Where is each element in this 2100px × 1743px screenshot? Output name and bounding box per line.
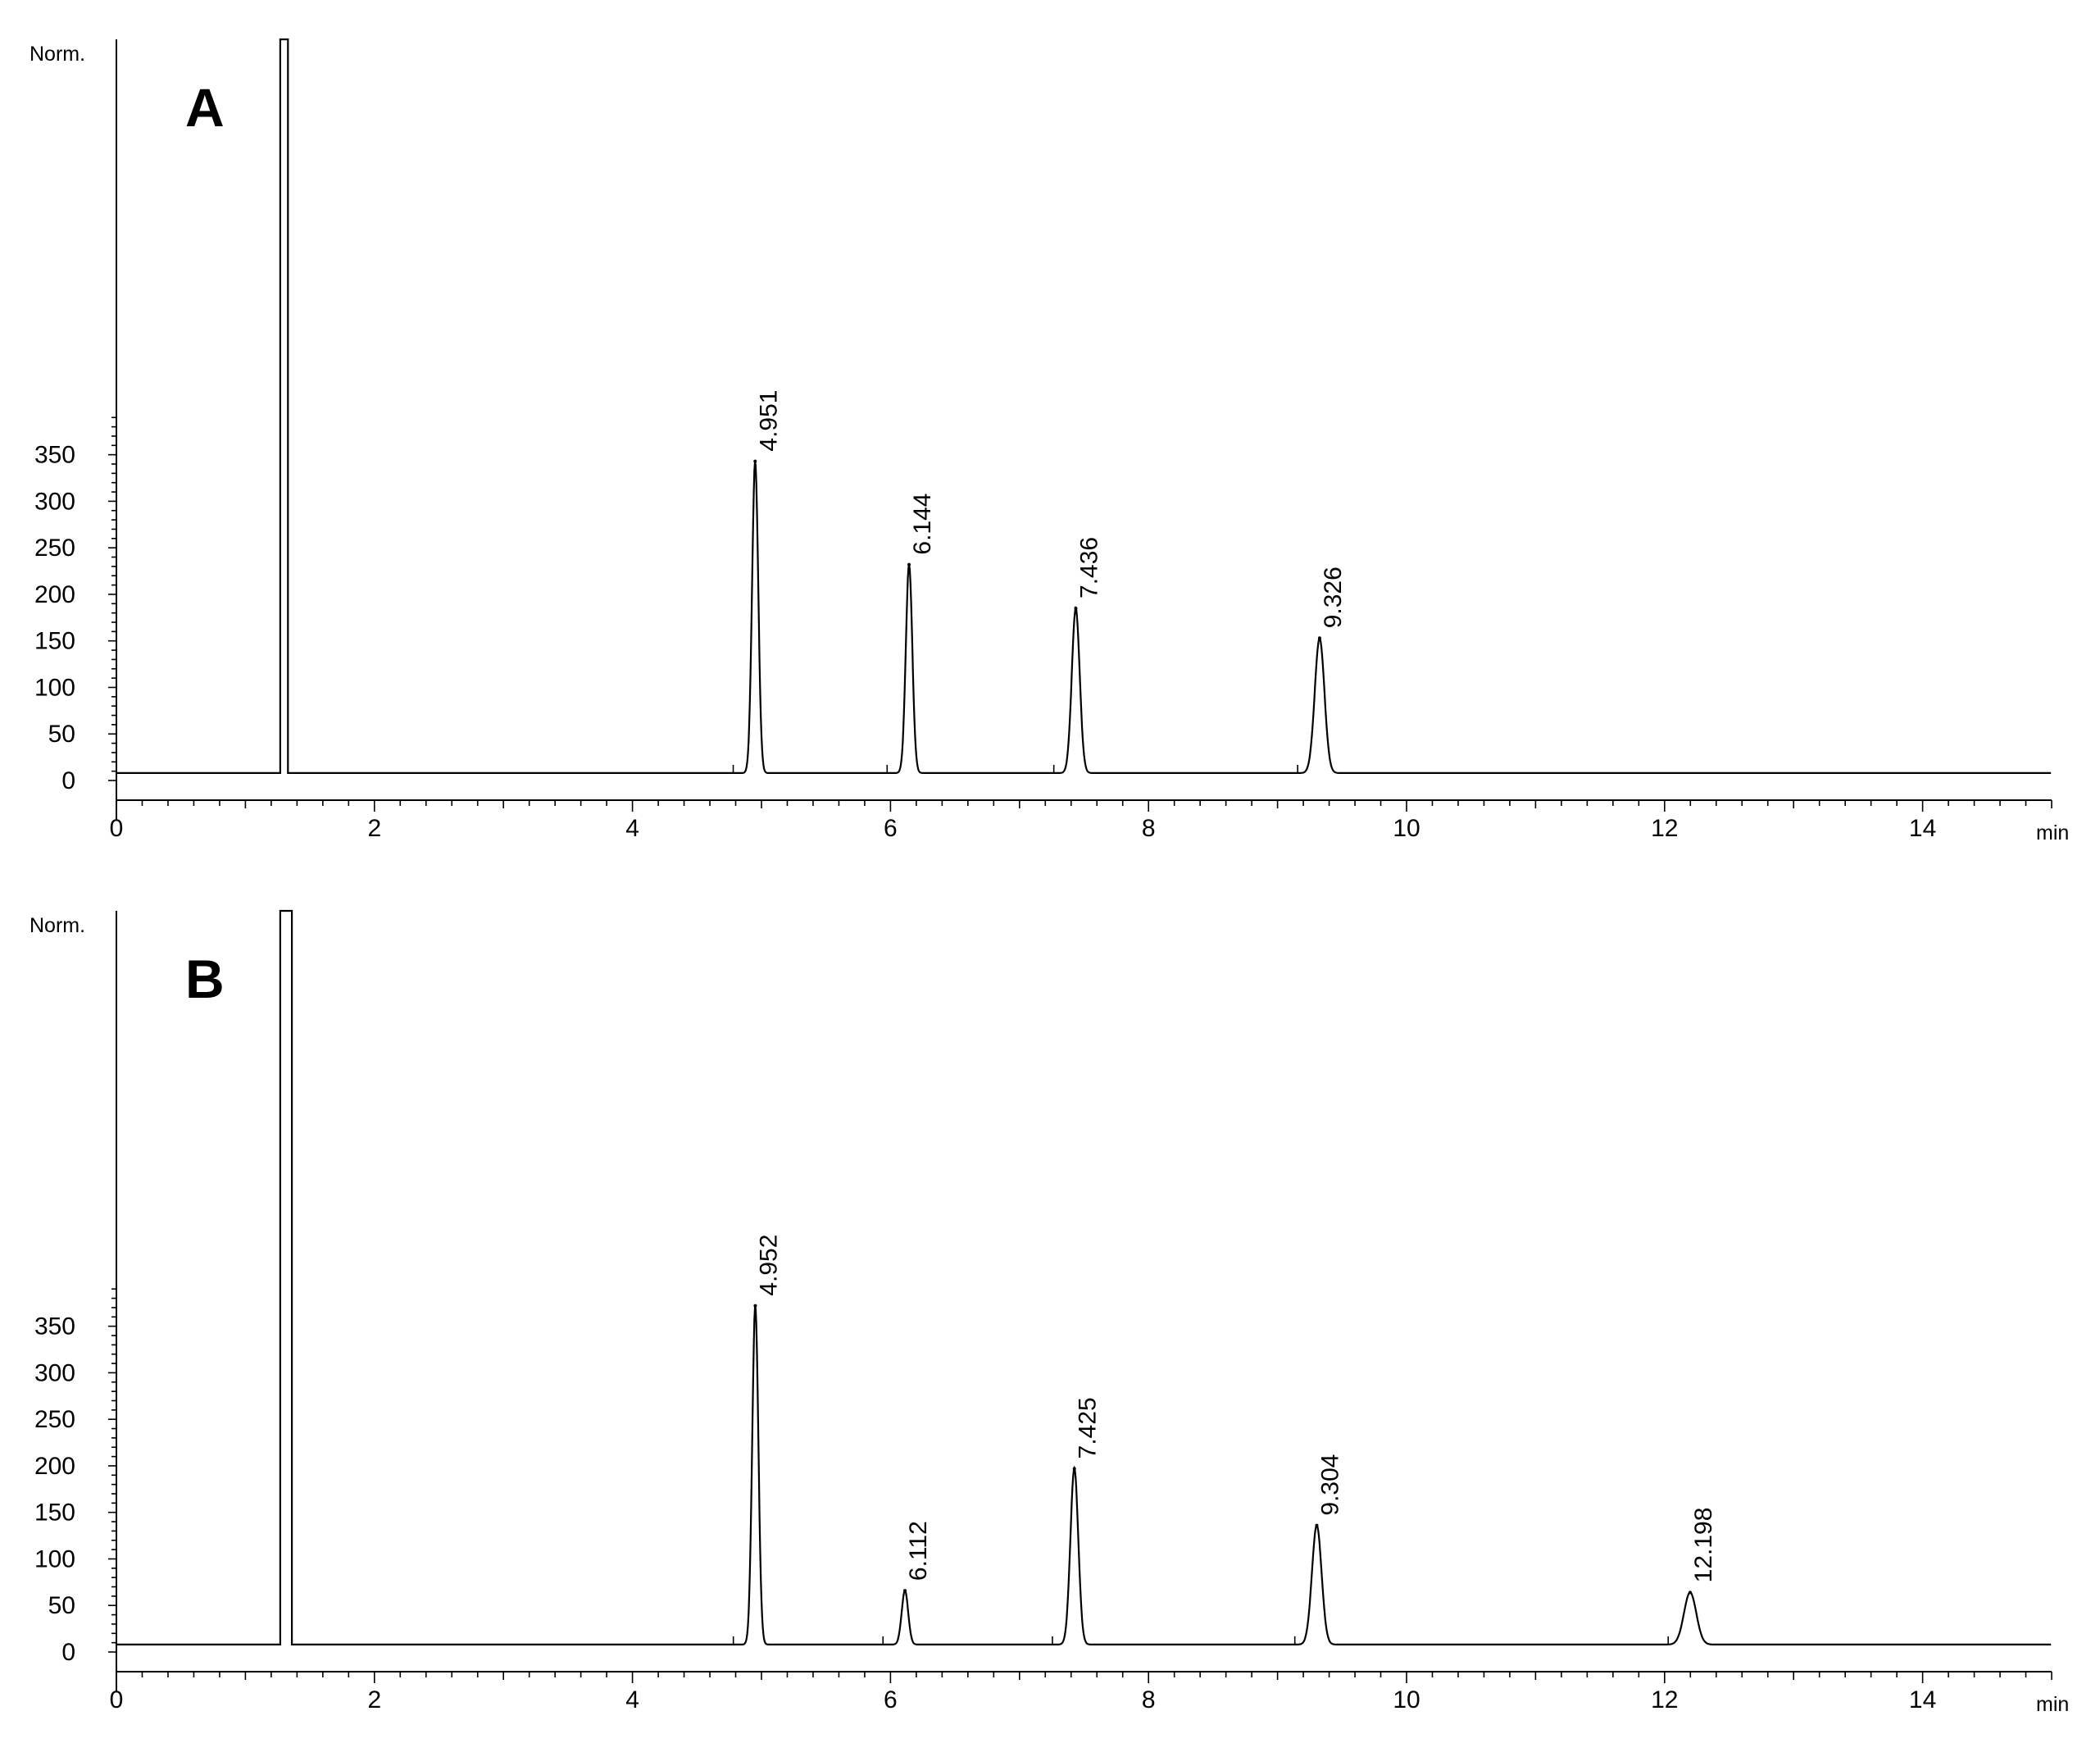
peak-apex	[903, 1589, 907, 1593]
x-tick-label: 10	[1393, 815, 1420, 842]
x-tick-label: 0	[110, 815, 124, 842]
panel-label: A	[185, 77, 225, 138]
chromatogram-b-svg: 0 50 100 150 200 250 300 350 Norm. 0 2 4 6 8 10 12 14 min…	[30, 909, 2069, 1716]
chromatogram-trace	[116, 38, 2052, 774]
peak-rt-label: 6.144	[909, 494, 936, 555]
peak-apex	[1074, 606, 1078, 610]
y-tick-label: 0	[61, 767, 75, 794]
y-tick-label: 0	[61, 1639, 75, 1666]
x-tick-label: 2	[367, 1686, 381, 1713]
x-tick-label: 12	[1651, 815, 1678, 842]
x-tick-label: 6	[884, 815, 898, 842]
peak-apex	[753, 459, 757, 463]
peak-rt-label: 9.304	[1316, 1454, 1343, 1516]
y-tick-label: 150	[34, 1500, 75, 1527]
x-axis-label: min	[2036, 821, 2069, 844]
peak-rt-label: 12.198	[1690, 1508, 1717, 1583]
y-tick-label: 200	[34, 581, 75, 608]
peak-apex	[1315, 1523, 1319, 1527]
chromatogram-a-svg: 0 50 100 150 200 250 300 350 Norm. 0 2 4 6 8 10 12 14 min…	[30, 38, 2069, 844]
y-axis-label: Norm.	[30, 43, 85, 66]
peak-apex	[1072, 1467, 1076, 1471]
peak-apex	[1688, 1591, 1692, 1595]
y-tick-label: 250	[34, 535, 75, 562]
y-tick-label: 350	[34, 1313, 75, 1340]
peak-rt-label: 6.112	[905, 1521, 932, 1581]
x-tick-label: 4	[625, 815, 639, 842]
peak-apex	[1317, 636, 1321, 640]
peak-rt-label: 4.951	[755, 390, 782, 452]
y-tick-label: 250	[34, 1406, 75, 1433]
y-tick-label: 150	[34, 628, 75, 655]
peak-rt-label: 7.425	[1075, 1397, 1102, 1459]
x-tick-label: 4	[625, 1686, 639, 1713]
y-tick-label: 200	[34, 1453, 75, 1480]
chromatogram-trace	[116, 909, 2052, 1645]
chromatogram-panel-b: 0 50 100 150 200 250 300 350 Norm. 0 2 4 6 8 10 12 14 min…	[0, 872, 2100, 1743]
x-tick-label: 14	[1909, 1686, 1936, 1713]
y-tick-label: 300	[34, 1359, 75, 1386]
x-tick-label: 12	[1651, 1686, 1678, 1713]
y-tick-label: 50	[48, 1592, 75, 1619]
y-tick-label: 300	[34, 488, 75, 515]
x-tick-label: 2	[367, 815, 381, 842]
peak-rt-label: 9.326	[1320, 567, 1347, 628]
x-tick-label: 0	[110, 1686, 124, 1713]
peak-apex	[907, 562, 911, 567]
y-tick-label: 350	[34, 442, 75, 469]
y-tick-label: 50	[48, 721, 75, 748]
chromatogram-panel-a: 0 50 100 150 200 250 300 350 Norm. 0 2 4 6 8 10 12 14 min…	[30, 38, 2069, 844]
x-tick-label: 10	[1393, 1686, 1420, 1713]
y-tick-label: 100	[34, 1545, 75, 1572]
y-axis-label: Norm.	[30, 914, 85, 937]
peak-apex	[753, 1304, 757, 1308]
peak-rt-label: 7.436	[1075, 537, 1102, 598]
y-tick-label: 100	[34, 674, 75, 701]
x-tick-label: 8	[1142, 815, 1156, 842]
peak-rt-label: 4.952	[755, 1235, 782, 1296]
x-tick-label: 14	[1909, 815, 1936, 842]
panel-label: B	[185, 949, 225, 1009]
x-tick-label: 6	[884, 1686, 898, 1713]
x-axis-label: min	[2036, 1693, 2069, 1716]
x-tick-label: 8	[1142, 1686, 1156, 1713]
